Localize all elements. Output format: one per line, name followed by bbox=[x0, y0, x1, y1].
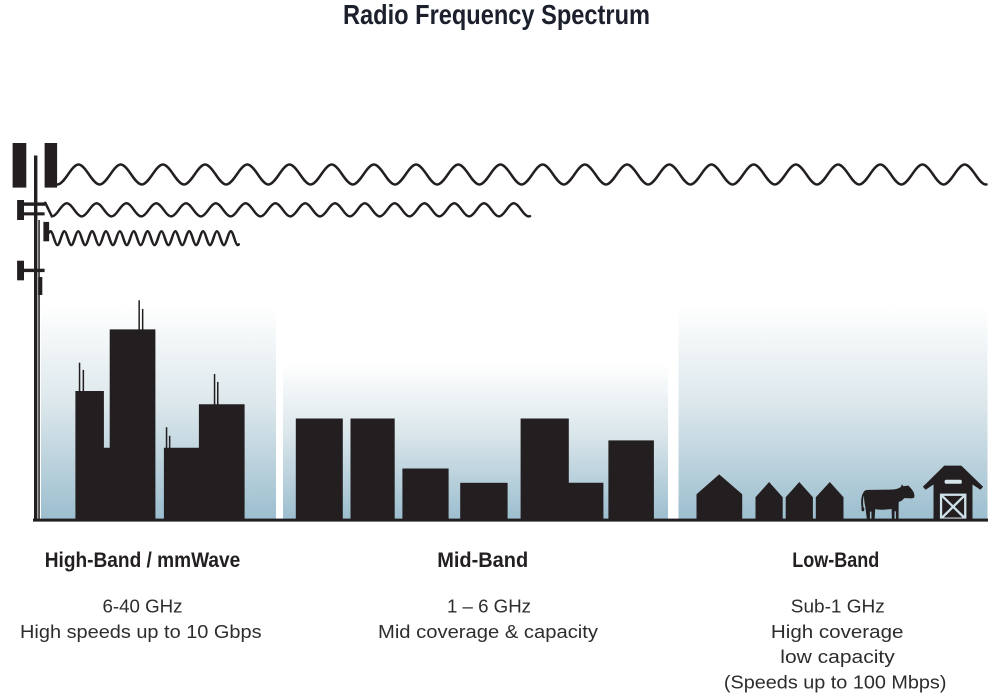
svg-text:High-Band / mmWave: High-Band / mmWave bbox=[45, 549, 241, 572]
svg-text:6-40 GHz: 6-40 GHz bbox=[103, 596, 183, 617]
svg-text:1 – 6 GHz: 1 – 6 GHz bbox=[447, 596, 531, 617]
svg-text:Sub-1 GHz: Sub-1 GHz bbox=[791, 596, 885, 617]
svg-text:low capacity: low capacity bbox=[780, 646, 895, 667]
svg-text:Mid coverage & capacity: Mid coverage & capacity bbox=[378, 621, 599, 642]
svg-text:Radio Frequency Spectrum: Radio Frequency Spectrum bbox=[343, 0, 650, 30]
svg-text:High coverage: High coverage bbox=[771, 621, 904, 642]
svg-text:Low-Band: Low-Band bbox=[792, 549, 879, 572]
svg-text:High speeds up to 10 Gbps: High speeds up to 10 Gbps bbox=[20, 621, 261, 642]
svg-text:(Speeds up to 100 Mbps): (Speeds up to 100 Mbps) bbox=[724, 671, 947, 692]
svg-text:Mid-Band: Mid-Band bbox=[437, 549, 528, 572]
